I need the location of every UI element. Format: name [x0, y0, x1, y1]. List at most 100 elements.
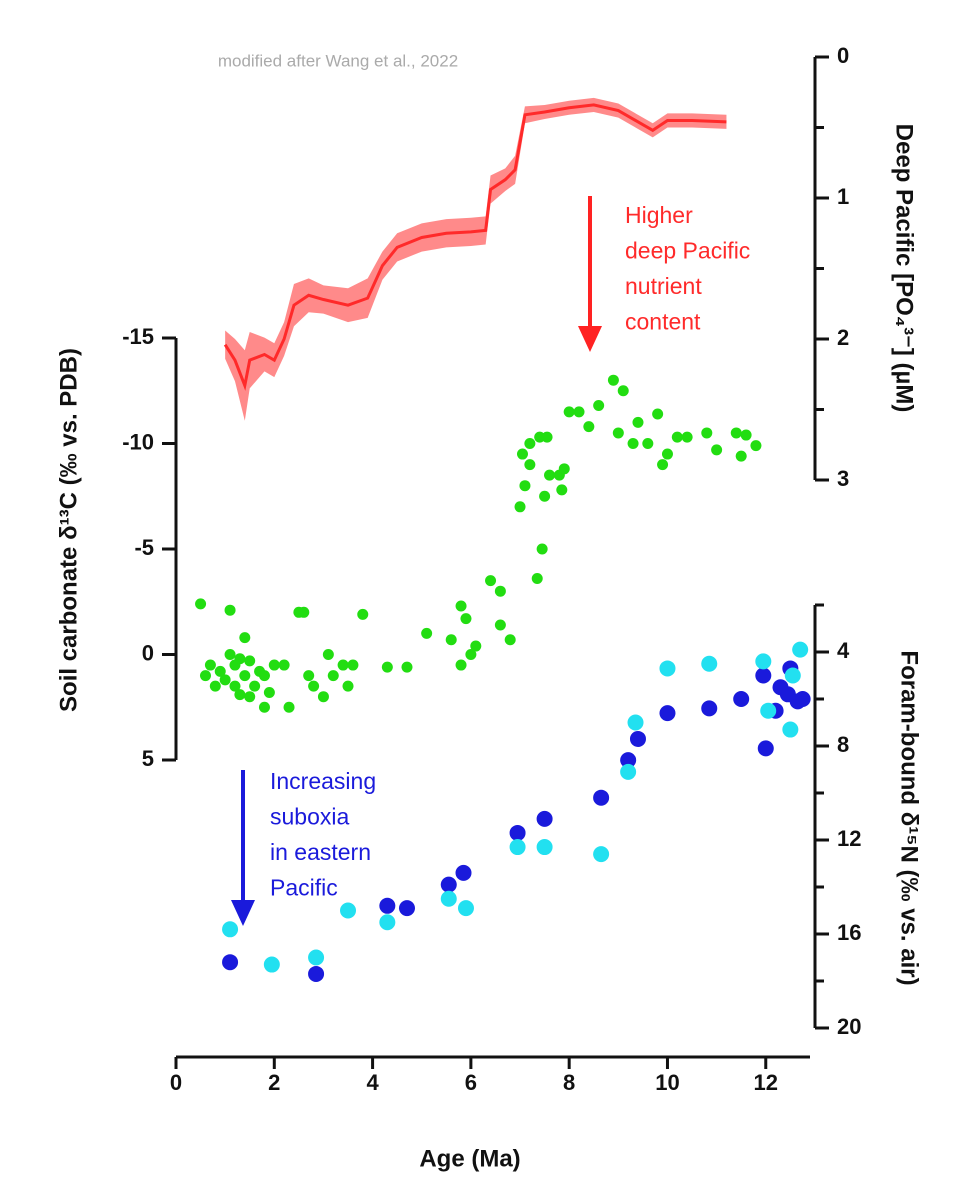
point [733, 691, 750, 707]
annotation: deep Pacific [625, 238, 750, 264]
point [303, 670, 315, 682]
y-axis-label: Soil carbonate δ¹³C (‰ vs. PDB) [55, 348, 82, 712]
point [263, 956, 280, 973]
point [440, 890, 457, 907]
point [278, 659, 290, 671]
point [357, 608, 369, 620]
point [224, 604, 236, 616]
point [620, 763, 637, 780]
x-tick-label: 4 [366, 1070, 379, 1095]
point [457, 900, 474, 917]
point [298, 606, 310, 618]
y-axis-label: Foram-bound δ¹⁵N (‰ vs. air) [896, 650, 923, 985]
y-axis-label: Deep Pacific [PO₄³⁻] (µM) [891, 124, 918, 413]
point [327, 670, 339, 682]
point [607, 374, 619, 386]
x-tick-label: 6 [465, 1070, 477, 1095]
annotation: Higher [625, 202, 693, 228]
point [509, 824, 526, 841]
point [541, 431, 553, 443]
point [509, 839, 526, 856]
point [701, 655, 718, 672]
y-tick-label: 2 [837, 325, 849, 350]
point [617, 385, 629, 397]
point [234, 653, 246, 665]
point [536, 810, 553, 827]
point [760, 702, 777, 719]
point [401, 661, 413, 673]
y-tick-label: 12 [837, 826, 861, 851]
point [470, 640, 482, 652]
point [504, 634, 516, 646]
point [317, 691, 329, 703]
y-tick-label: 4 [837, 638, 850, 663]
point [524, 459, 536, 471]
point [539, 490, 551, 502]
point [222, 921, 239, 938]
point [244, 655, 256, 667]
y-tick-label: 3 [837, 466, 849, 491]
point [268, 659, 280, 671]
point [558, 463, 570, 475]
point [379, 897, 396, 914]
point [671, 431, 683, 443]
point [657, 459, 669, 471]
point [661, 448, 673, 460]
point [782, 721, 799, 738]
point [337, 659, 349, 671]
point [239, 632, 251, 644]
point [224, 649, 236, 660]
point [381, 661, 393, 673]
point [627, 438, 639, 449]
point [445, 634, 457, 646]
x-tick-label: 10 [655, 1070, 679, 1095]
point [701, 427, 713, 439]
annotation: Increasing [270, 768, 376, 794]
x-tick-label: 8 [563, 1070, 575, 1095]
line [223, 103, 727, 391]
point [283, 701, 295, 713]
y-tick-label: -5 [134, 535, 154, 560]
y-tick-label: -10 [122, 429, 154, 454]
y-tick-label: 1 [837, 184, 849, 209]
point [524, 438, 536, 449]
point [735, 450, 747, 462]
point [794, 691, 811, 707]
point [229, 680, 241, 692]
point [465, 649, 477, 660]
point [494, 619, 506, 631]
point [659, 660, 676, 677]
point [214, 665, 226, 677]
point [593, 846, 610, 863]
annotation: Pacific [270, 875, 338, 901]
source-note: modified after Wang et al., 2022 [218, 51, 458, 70]
point [347, 659, 359, 671]
point [195, 598, 207, 610]
x-tick-label: 2 [268, 1070, 280, 1095]
point [379, 914, 396, 931]
y-tick-label: 16 [837, 920, 861, 945]
point [516, 448, 528, 460]
point [536, 543, 548, 555]
y-tick-label: -15 [122, 324, 154, 349]
point [531, 573, 543, 585]
point [222, 954, 239, 971]
point [536, 839, 553, 856]
point [740, 429, 752, 441]
point [219, 674, 231, 686]
annotation: content [625, 309, 701, 335]
point [485, 575, 497, 587]
point [627, 714, 644, 731]
point [455, 864, 472, 881]
point [455, 600, 467, 612]
point [244, 691, 256, 703]
point [750, 440, 762, 452]
point [544, 469, 556, 481]
point [263, 686, 275, 698]
y-tick-label: 8 [837, 732, 849, 757]
point [701, 700, 718, 717]
annotation: suboxia [270, 804, 349, 830]
annotation: in eastern [270, 839, 371, 865]
point [234, 689, 246, 701]
